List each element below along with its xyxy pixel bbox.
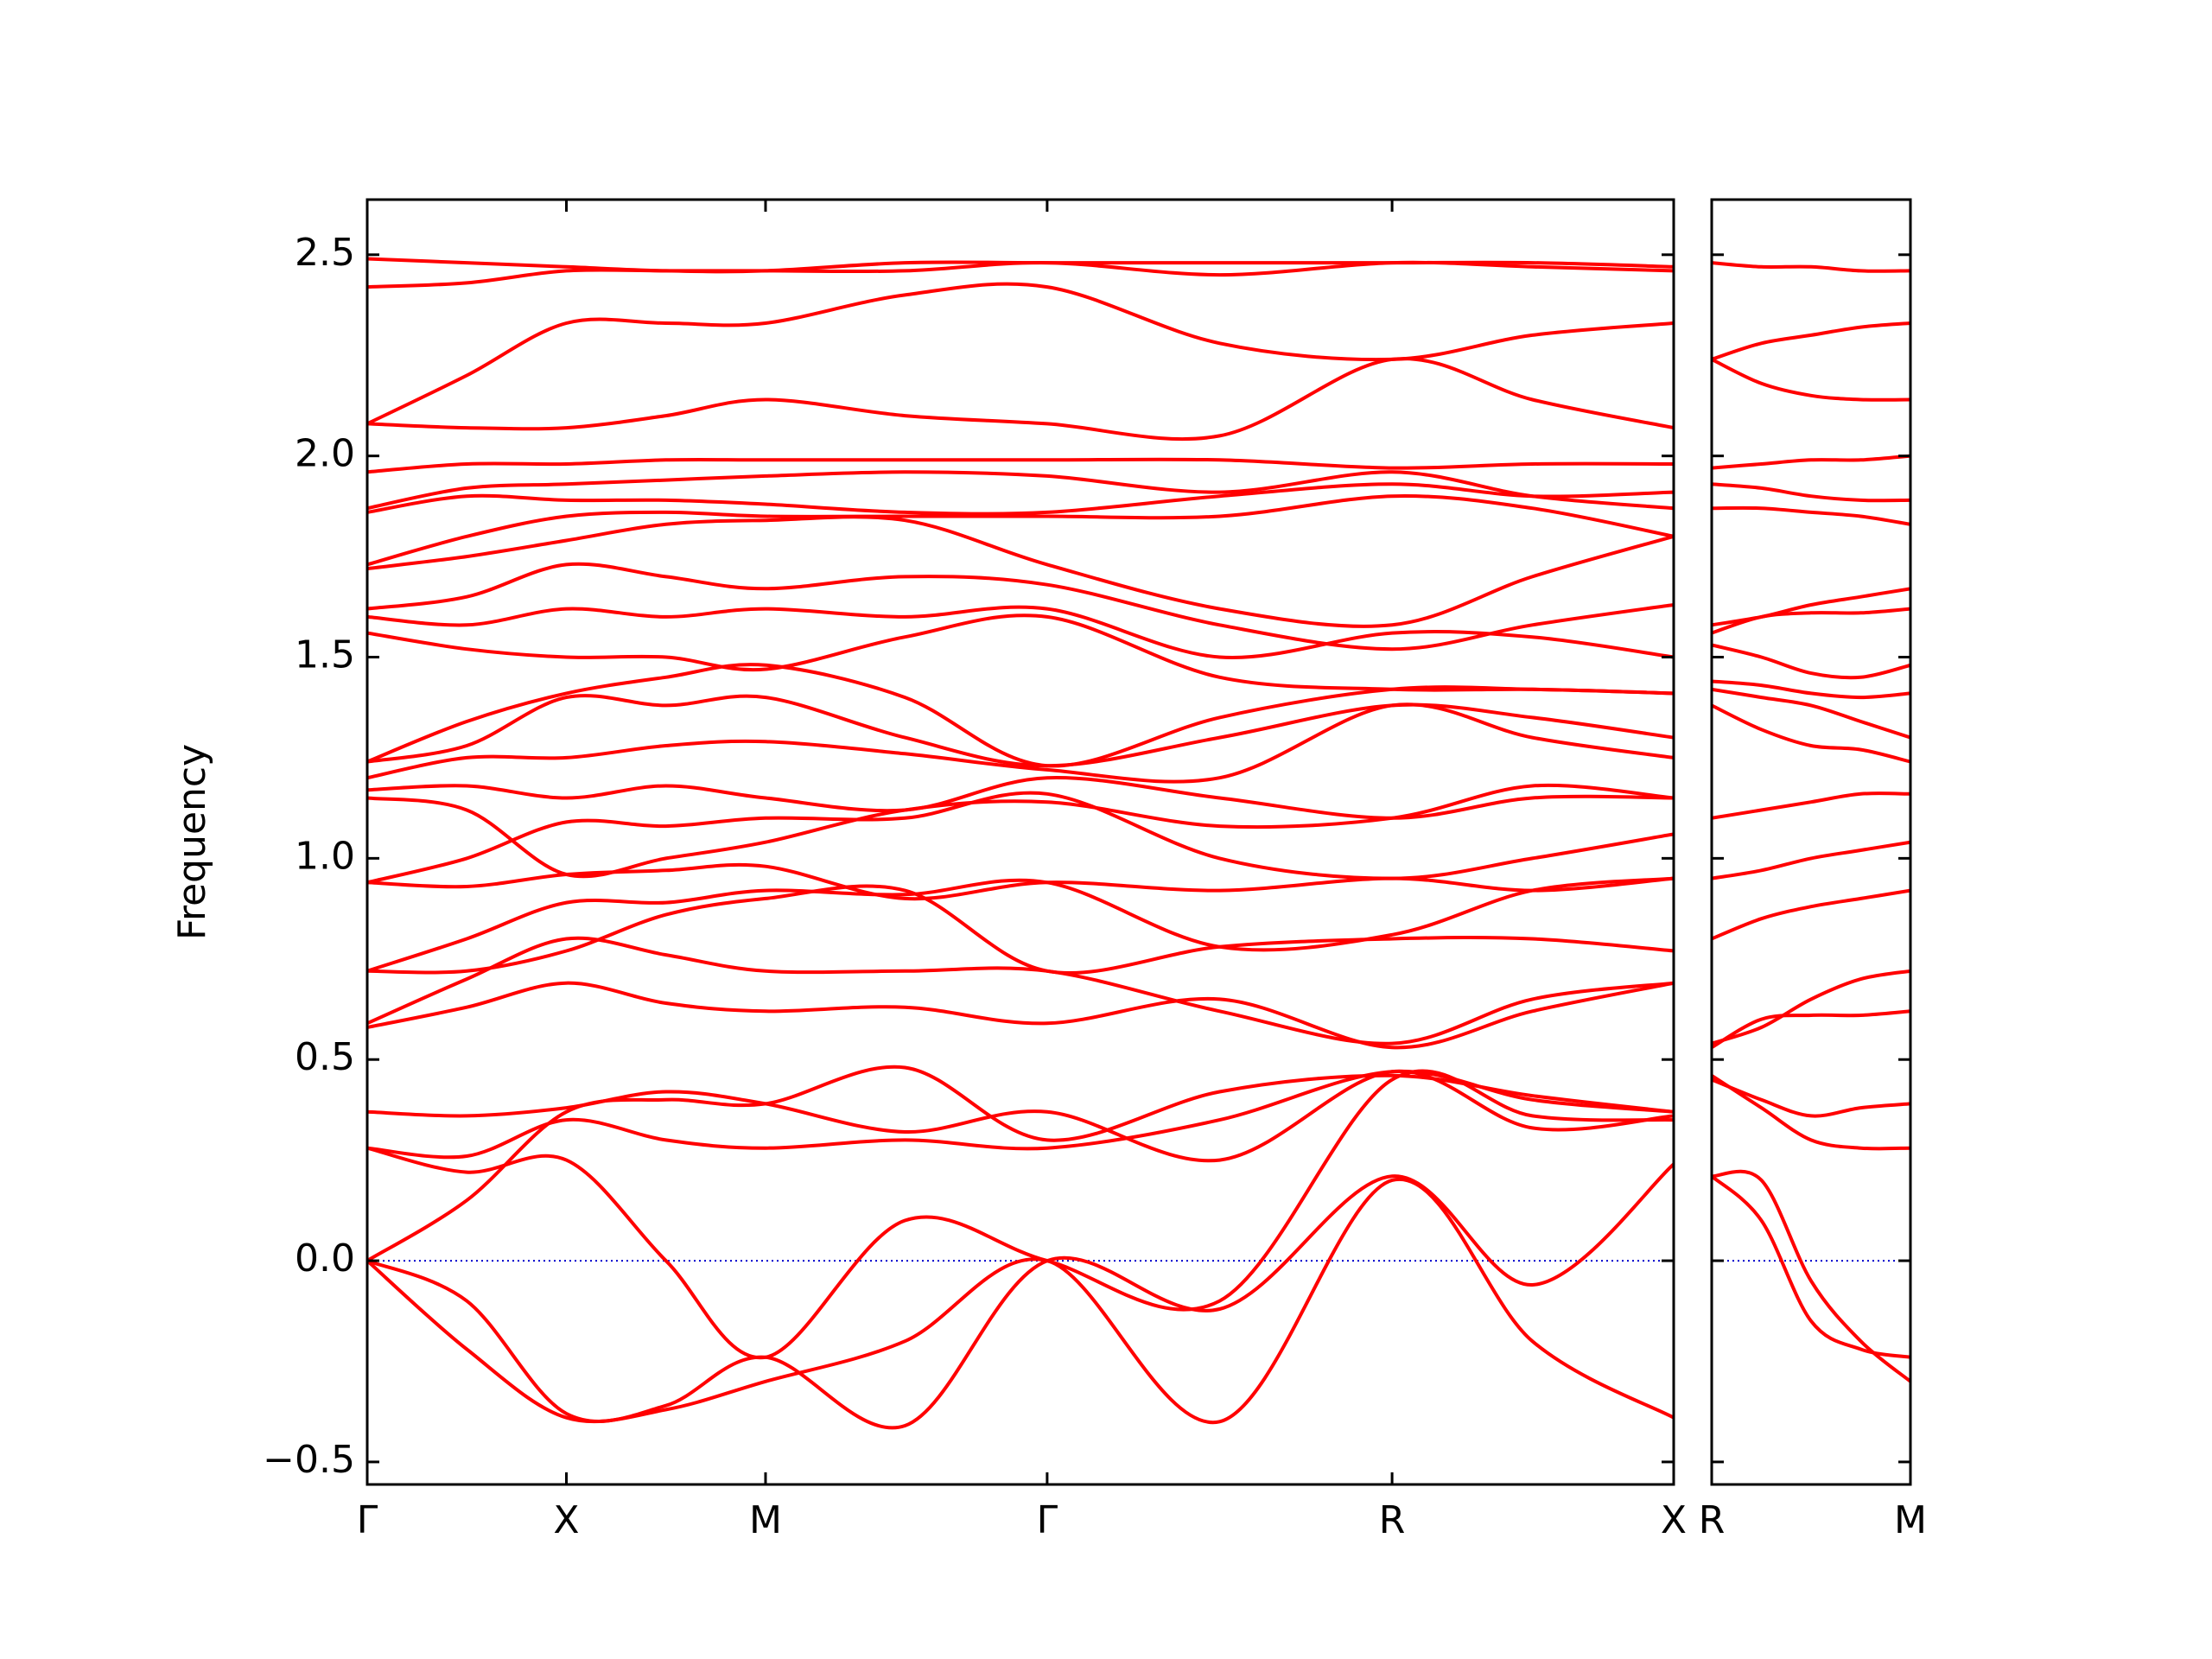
band-line bbox=[367, 515, 1674, 628]
plot-area bbox=[367, 257, 1674, 1430]
band-line bbox=[1712, 1174, 1910, 1359]
band-line bbox=[367, 1177, 1674, 1425]
band-line bbox=[367, 936, 1674, 1046]
band-line bbox=[367, 1069, 1674, 1160]
axes-frame bbox=[365, 198, 1675, 1486]
x-tick-label: R bbox=[1699, 1498, 1726, 1542]
band-line bbox=[367, 257, 1674, 274]
y-tick-label: 0.5 bbox=[295, 1035, 355, 1079]
band-line bbox=[367, 884, 1674, 975]
y-tick-label: 1.0 bbox=[295, 834, 355, 878]
y-tick-label: 2.0 bbox=[295, 432, 355, 476]
band-line bbox=[1712, 679, 1910, 700]
x-tick-label: Γ bbox=[1037, 1498, 1058, 1542]
y-tick-label: 0.0 bbox=[295, 1236, 355, 1281]
x-tick-label: R bbox=[1379, 1498, 1406, 1542]
plot-area bbox=[1712, 261, 1910, 1383]
band-line bbox=[367, 862, 1674, 901]
y-axis-label: Frequency bbox=[170, 744, 214, 940]
band-line bbox=[1712, 703, 1910, 764]
axes-frame bbox=[1710, 198, 1912, 1486]
band-line bbox=[367, 482, 1674, 516]
band-line bbox=[1712, 1009, 1910, 1049]
band-line bbox=[1712, 587, 1910, 627]
band-line bbox=[367, 357, 1674, 442]
band-line bbox=[1712, 505, 1910, 526]
band-line bbox=[367, 876, 1674, 973]
band-line bbox=[1712, 791, 1910, 820]
x-tick-label: M bbox=[1894, 1498, 1927, 1542]
band-line bbox=[1712, 1077, 1910, 1118]
band-line bbox=[367, 470, 1674, 511]
band-line bbox=[367, 783, 1674, 879]
x-tick-label: Γ bbox=[357, 1498, 378, 1542]
band-line bbox=[367, 791, 1674, 885]
band-line bbox=[1712, 687, 1910, 740]
band-line bbox=[367, 981, 1674, 1050]
band-line bbox=[1712, 358, 1910, 402]
band-line bbox=[367, 457, 1674, 474]
band-line bbox=[1712, 888, 1910, 941]
band-line bbox=[367, 702, 1674, 784]
band-line bbox=[367, 694, 1674, 768]
band-line bbox=[1712, 969, 1910, 1046]
band-line bbox=[367, 605, 1674, 660]
y-tick-label: −0.5 bbox=[263, 1438, 355, 1482]
band-line bbox=[367, 1069, 1674, 1163]
band-line bbox=[1712, 840, 1910, 880]
band-line bbox=[367, 494, 1674, 567]
x-tick-label: X bbox=[1661, 1498, 1687, 1542]
band-line bbox=[367, 282, 1674, 426]
band-line bbox=[367, 1069, 1674, 1360]
band-line bbox=[1712, 643, 1910, 680]
band-line bbox=[367, 1162, 1674, 1430]
band-line bbox=[1712, 482, 1910, 503]
x-tick-label: M bbox=[749, 1498, 782, 1542]
band-line bbox=[1712, 321, 1910, 361]
band-line bbox=[367, 562, 1674, 652]
band-line bbox=[1712, 1074, 1910, 1151]
band-line bbox=[1712, 261, 1910, 273]
band-line bbox=[367, 775, 1674, 820]
y-tick-label: 2.5 bbox=[295, 231, 355, 275]
band-line bbox=[367, 663, 1674, 768]
y-tick-label: 1.5 bbox=[295, 633, 355, 677]
band-line bbox=[1712, 454, 1910, 470]
x-tick-label: X bbox=[553, 1498, 579, 1542]
band-line bbox=[367, 613, 1674, 696]
